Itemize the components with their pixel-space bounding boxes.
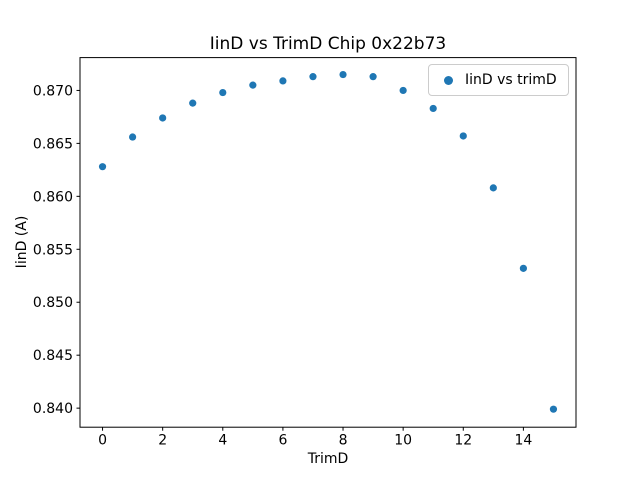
- scatter-point: [399, 86, 407, 95]
- legend-entry-label: IinD vs trimD: [465, 72, 557, 88]
- axes-spines: [79, 57, 577, 428]
- x-tick-label: 2: [158, 433, 167, 449]
- scatter-point: [159, 114, 167, 122]
- legend: IinD vs trimD: [428, 64, 569, 96]
- scatter-point: [189, 99, 197, 107]
- scatter-point: [309, 73, 317, 81]
- scatter-point: [489, 184, 497, 192]
- scatter-point: [519, 264, 527, 272]
- y-axis-label: IinD (A): [14, 215, 30, 269]
- x-tick-label: 4: [218, 433, 227, 449]
- x-axis-label: TrimD: [307, 451, 349, 467]
- x-tick-label: 14: [514, 433, 532, 449]
- y-tick-label: 0.865: [33, 136, 73, 152]
- scatter-point: [219, 88, 227, 97]
- scatter-point: [369, 73, 377, 81]
- x-tick-label: 0: [98, 433, 107, 449]
- y-tick-label: 0.845: [33, 348, 73, 364]
- x-tick-label: 6: [278, 433, 287, 449]
- y-tick-label: 0.860: [33, 189, 73, 205]
- y-tick-label: 0.840: [33, 401, 73, 417]
- scatter-point: [429, 104, 437, 113]
- x-tick-label: 12: [454, 433, 472, 449]
- scatter-point: [459, 132, 467, 140]
- scatter-point: [279, 77, 287, 85]
- x-tick-label: 10: [394, 433, 412, 449]
- scatter-point: [249, 81, 257, 89]
- chart-title: IinD vs TrimD Chip 0x22b73: [209, 34, 447, 54]
- scatter-point: [549, 405, 558, 413]
- scatter-point: [129, 133, 137, 141]
- y-tick-label: 0.870: [33, 83, 73, 99]
- y-tick-label: 0.850: [33, 295, 73, 311]
- scatter-point: [339, 70, 347, 79]
- y-tick-label: 0.855: [33, 242, 73, 258]
- legend-marker-icon: [444, 75, 453, 85]
- scatter-point: [98, 163, 107, 171]
- x-tick-label: 8: [339, 433, 348, 449]
